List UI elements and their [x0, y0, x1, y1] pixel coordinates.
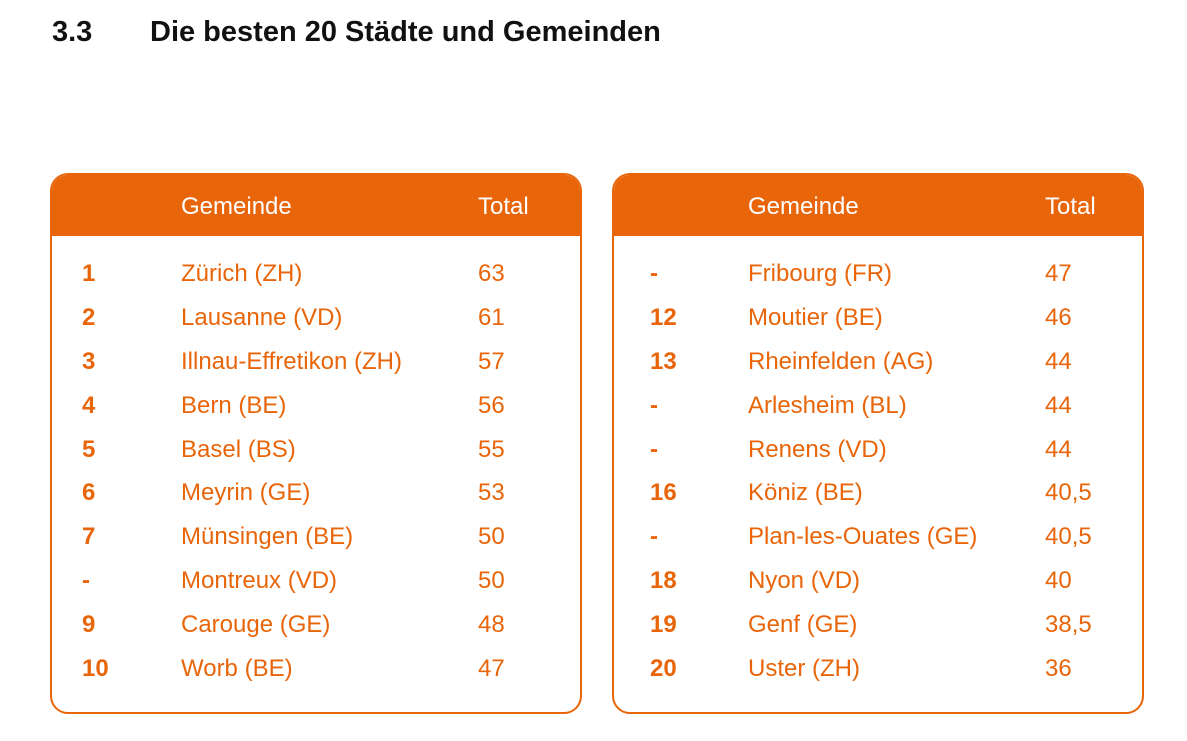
section-number: 3.3 — [52, 16, 93, 48]
total-cell: 53 — [478, 479, 505, 507]
rank-cell: - — [650, 435, 658, 463]
municipality-cell: Illnau-Effretikon (ZH) — [181, 347, 402, 375]
municipality-cell: Genf (GE) — [748, 611, 858, 639]
municipality-cell: Rheinfelden (AG) — [748, 347, 934, 375]
total-cell: 40,5 — [1045, 523, 1092, 551]
municipality-cell: Münsingen (BE) — [181, 523, 354, 551]
municipality-cell: Worb (BE) — [181, 655, 293, 683]
table-row: 9 Carouge (GE) 48 — [52, 603, 580, 647]
rank-cell: 1 — [82, 260, 96, 287]
table-header: Gemeinde Total — [614, 175, 1142, 236]
municipality-cell: Uster (ZH) — [748, 655, 860, 683]
rank-cell: 19 — [650, 611, 677, 639]
rank-cell: - — [82, 567, 90, 595]
municipality-cell: Zürich (ZH) — [181, 260, 303, 287]
rank-cell: 5 — [82, 435, 96, 463]
municipality-cell: Basel (BS) — [181, 435, 296, 463]
total-cell: 55 — [478, 435, 505, 463]
municipality-cell: Carouge (GE) — [181, 611, 331, 639]
total-cell: 61 — [478, 303, 505, 331]
municipality-cell: Meyrin (GE) — [181, 479, 311, 507]
total-cell: 57 — [478, 347, 505, 375]
total-cell: 47 — [1045, 260, 1072, 287]
rank-cell: 4 — [82, 391, 96, 419]
table-row: 2 Lausanne (VD) 61 — [52, 296, 580, 340]
rank-cell: 12 — [650, 303, 677, 331]
rank-cell: 10 — [82, 655, 109, 683]
rank-cell: - — [650, 260, 658, 287]
column-header-gemeinde: Gemeinde — [748, 193, 859, 220]
total-cell: 40 — [1045, 567, 1072, 595]
table-row: 10 Worb (BE) 47 — [52, 647, 580, 691]
total-cell: 46 — [1045, 303, 1072, 331]
table-row: 5 Basel (BS) 55 — [52, 428, 580, 472]
rank-cell: 9 — [82, 611, 96, 639]
municipality-cell: Plan-les-Ouates (GE) — [748, 523, 978, 551]
municipality-cell: Lausanne (VD) — [181, 303, 343, 331]
table-row: 12 Moutier (BE) 46 — [614, 296, 1142, 340]
column-header-total: Total — [478, 193, 529, 220]
table-row: 18 Nyon (VD) 40 — [614, 559, 1142, 603]
total-cell: 44 — [1045, 435, 1072, 463]
total-cell: 44 — [1045, 347, 1072, 375]
table-row: - Renens (VD) 44 — [614, 428, 1142, 472]
rank-cell: 20 — [650, 655, 677, 683]
municipality-cell: Moutier (BE) — [748, 303, 883, 331]
table-row: - Montreux (VD) 50 — [52, 559, 580, 603]
total-cell: 38,5 — [1045, 611, 1092, 639]
total-cell: 36 — [1045, 655, 1072, 683]
municipality-cell: Nyon (VD) — [748, 567, 861, 595]
total-cell: 47 — [478, 655, 505, 683]
table-row: 6 Meyrin (GE) 53 — [52, 471, 580, 515]
total-cell: 56 — [478, 391, 505, 419]
table-header: Gemeinde Total — [52, 175, 580, 236]
rank-cell: 18 — [650, 567, 677, 595]
total-cell: 40,5 — [1045, 479, 1092, 507]
rank-cell: 3 — [82, 347, 96, 375]
section-title: Die besten 20 Städte und Gemeinden — [150, 16, 661, 48]
table-row: 1 Zürich (ZH) 63 — [52, 252, 580, 296]
column-header-gemeinde: Gemeinde — [181, 193, 292, 220]
table-row: 16 Köniz (BE) 40,5 — [614, 471, 1142, 515]
rank-cell: 6 — [82, 479, 96, 507]
municipality-cell: Montreux (VD) — [181, 567, 338, 595]
municipality-cell: Fribourg (FR) — [748, 260, 893, 287]
total-cell: 63 — [478, 260, 505, 287]
ranking-table-left: Gemeinde Total 1 Zürich (ZH) 63 2 Lausan… — [50, 173, 582, 714]
table-row: - Fribourg (FR) 47 — [614, 252, 1142, 296]
ranking-table-right: Gemeinde Total - Fribourg (FR) 47 12 Mou… — [612, 173, 1144, 714]
total-cell: 44 — [1045, 391, 1072, 419]
rank-cell: 13 — [650, 347, 677, 375]
total-cell: 48 — [478, 611, 505, 639]
total-cell: 50 — [478, 567, 505, 595]
municipality-cell: Köniz (BE) — [748, 479, 863, 507]
table-row: - Arlesheim (BL) 44 — [614, 384, 1142, 428]
table-row: 13 Rheinfelden (AG) 44 — [614, 340, 1142, 384]
table-row: - Plan-les-Ouates (GE) 40,5 — [614, 515, 1142, 559]
municipality-cell: Renens (VD) — [748, 435, 887, 463]
municipality-cell: Arlesheim (BL) — [748, 391, 907, 419]
rank-cell: - — [650, 391, 658, 419]
municipality-cell: Bern (BE) — [181, 391, 287, 419]
table-row: 3 Illnau-Effretikon (ZH) 57 — [52, 340, 580, 384]
table-body: - Fribourg (FR) 47 12 Moutier (BE) 46 13… — [614, 252, 1142, 691]
total-cell: 50 — [478, 523, 505, 551]
column-header-total: Total — [1045, 193, 1096, 220]
table-row: 20 Uster (ZH) 36 — [614, 647, 1142, 691]
table-row: 19 Genf (GE) 38,5 — [614, 603, 1142, 647]
rank-cell: 16 — [650, 479, 677, 507]
rank-cell: - — [650, 523, 658, 551]
table-body: 1 Zürich (ZH) 63 2 Lausanne (VD) 61 3 Il… — [52, 252, 580, 691]
rank-cell: 2 — [82, 303, 96, 331]
rank-cell: 7 — [82, 523, 96, 551]
table-row: 7 Münsingen (BE) 50 — [52, 515, 580, 559]
table-row: 4 Bern (BE) 56 — [52, 384, 580, 428]
